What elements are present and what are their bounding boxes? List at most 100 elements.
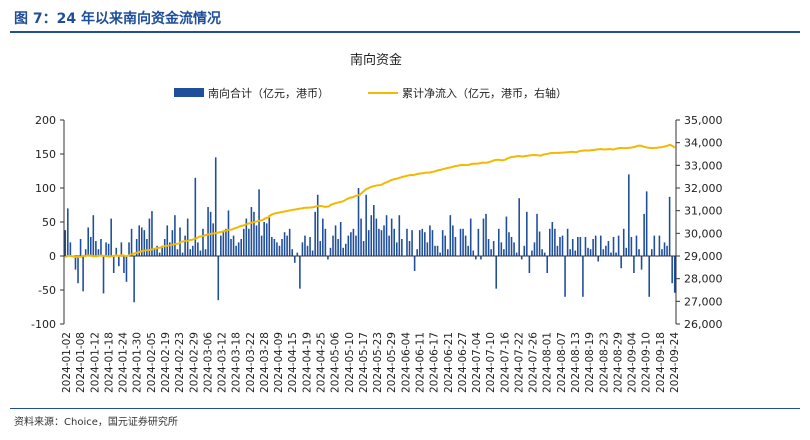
bar xyxy=(658,235,661,256)
bar xyxy=(64,230,67,256)
bar xyxy=(118,256,120,267)
bar xyxy=(288,228,291,256)
bar xyxy=(235,245,237,256)
bar xyxy=(344,243,347,256)
bar xyxy=(220,235,222,256)
bar xyxy=(281,239,283,256)
y-tick-label-left: -100 xyxy=(31,318,56,331)
bar xyxy=(518,198,520,256)
bar xyxy=(373,205,375,256)
bar xyxy=(133,256,135,303)
bar xyxy=(370,215,373,256)
bar xyxy=(309,236,311,256)
bar xyxy=(492,241,495,256)
bar xyxy=(357,188,360,256)
bar xyxy=(538,231,541,256)
y-tick-label-right: 35,000 xyxy=(684,114,723,127)
x-tick-label: 2024-05-29 xyxy=(386,332,398,393)
bar xyxy=(181,252,184,256)
bar xyxy=(602,249,605,256)
bar xyxy=(510,236,513,256)
bar xyxy=(115,247,118,256)
chart-title: 南向资金 xyxy=(350,52,402,68)
bar xyxy=(533,242,536,256)
bar xyxy=(337,239,339,256)
y-tick-label-left: -50 xyxy=(38,284,56,297)
bar xyxy=(273,239,276,256)
x-tick-label: 2024-01-02 xyxy=(61,332,73,393)
y-tick-label-left: 0 xyxy=(49,250,56,263)
y-tick-label-left: 100 xyxy=(35,182,56,195)
bar xyxy=(237,242,240,256)
bar xyxy=(258,189,260,256)
bar xyxy=(393,228,396,256)
x-tick-label: 2024-01-24 xyxy=(118,332,130,393)
bar xyxy=(334,225,337,256)
bar xyxy=(495,256,498,289)
bar xyxy=(520,256,523,260)
bar xyxy=(130,228,133,256)
bar xyxy=(633,256,635,273)
bar xyxy=(332,235,334,256)
x-tick-label: 2024-06-21 xyxy=(443,332,455,393)
bar xyxy=(360,218,362,256)
x-tick-label: 2024-02-05 xyxy=(146,332,158,393)
bar xyxy=(194,177,197,256)
bar xyxy=(617,235,620,256)
bar xyxy=(365,194,367,256)
bar xyxy=(362,241,365,256)
bar xyxy=(497,228,500,256)
x-tick-label: 2024-03-12 xyxy=(217,332,229,393)
bar xyxy=(577,236,579,256)
legend: 南向合计（亿元，港币） 累计净流入（亿元，港币，右轴） xyxy=(174,86,567,100)
bar xyxy=(480,256,482,260)
bar xyxy=(449,215,452,256)
bar xyxy=(304,235,306,256)
bar xyxy=(107,243,110,256)
bar xyxy=(291,249,294,256)
bar xyxy=(92,215,95,256)
bar xyxy=(464,235,467,256)
x-tick-label: 2024-04-15 xyxy=(287,332,299,393)
bar xyxy=(120,242,123,256)
bar xyxy=(531,250,533,256)
bar xyxy=(84,249,87,256)
bar xyxy=(587,247,589,256)
bar xyxy=(566,228,569,256)
bar xyxy=(500,242,503,256)
bar xyxy=(574,250,577,256)
bar xyxy=(487,239,490,256)
bar xyxy=(316,194,319,256)
bar xyxy=(339,222,342,256)
bar xyxy=(102,256,105,294)
bar xyxy=(77,256,79,284)
bar xyxy=(434,245,436,256)
bar xyxy=(227,210,230,256)
bar xyxy=(128,242,130,256)
bar xyxy=(161,245,163,256)
bar xyxy=(395,242,398,256)
bar xyxy=(296,252,299,256)
x-tick-label: 2024-06-04 xyxy=(400,332,412,393)
bar xyxy=(283,232,286,256)
x-tick-label: 2024-09-04 xyxy=(627,332,639,393)
bar xyxy=(508,232,510,256)
bar xyxy=(653,235,656,256)
bar xyxy=(95,241,97,256)
x-tick-label: 2024-08-19 xyxy=(584,332,596,393)
bar xyxy=(176,249,179,256)
y-tick-label-right: 30,000 xyxy=(684,227,723,240)
bar xyxy=(105,242,107,256)
bar xyxy=(599,235,602,256)
bar xyxy=(248,228,250,256)
bar xyxy=(628,174,630,256)
bar xyxy=(589,249,592,256)
bar xyxy=(513,242,515,256)
bar xyxy=(245,218,248,256)
y-tick-label-right: 34,000 xyxy=(684,137,723,150)
x-tick-label: 2024-03-06 xyxy=(202,332,214,393)
x-tick-label: 2024-06-17 xyxy=(429,332,441,393)
bar xyxy=(431,230,434,256)
bar xyxy=(673,256,676,293)
bar xyxy=(286,235,288,256)
